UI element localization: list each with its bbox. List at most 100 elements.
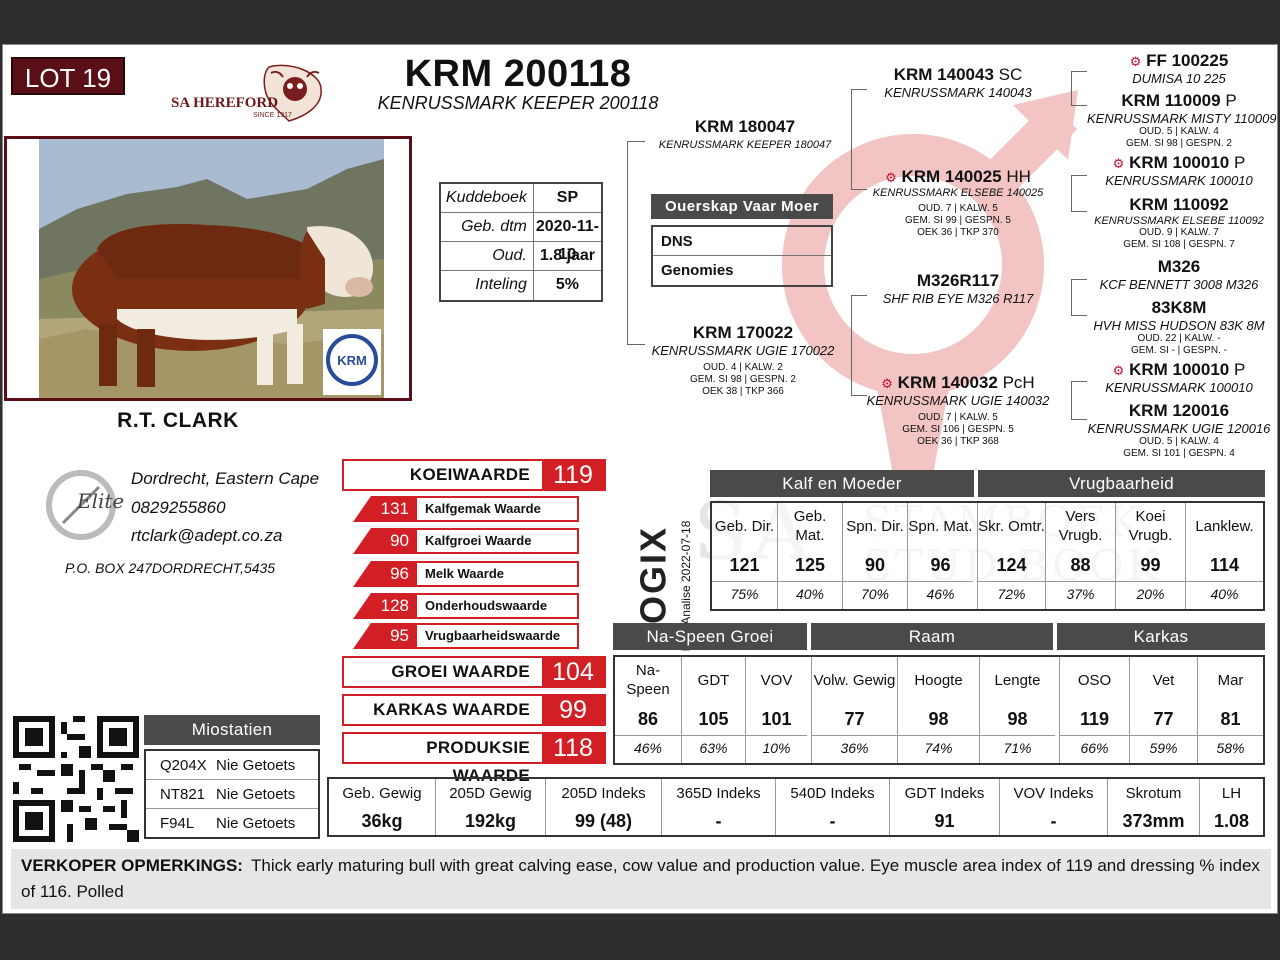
ssd-id: KRM 110009 — [1121, 91, 1221, 110]
sd-suffix: HH — [1006, 167, 1031, 186]
marker-icon: ⚙ — [881, 376, 893, 391]
ebv-value: 119 — [1079, 709, 1110, 729]
remarks-label: VERKOPER OPMERKINGS: — [21, 856, 243, 875]
ebv-col: Vers Vrugb. 88 37% — [1045, 503, 1115, 609]
pedigree-dd: ⚙ KRM 140032 PcH KENRUSSMARK UGIE 140032… — [863, 373, 1053, 448]
info-row: Inteling 5% — [441, 271, 601, 300]
ebv-accuracy: 20% — [1116, 581, 1185, 606]
ebv-col: Lanklew. 114 40% — [1185, 503, 1263, 609]
perf-col: Geb. Gewig 36kg — [329, 779, 435, 835]
perf-label: VOV Indeks — [1013, 785, 1094, 802]
ebv-value: 121 — [729, 555, 760, 575]
ebv-accuracy: 10% — [746, 735, 807, 760]
sub-index-row: 90 Kalfgroei Waarde — [353, 528, 579, 554]
groei-waarde-box: GROEI WAARDE 104 — [342, 656, 606, 688]
pedigree-sds: ⚙ KRM 100010 P KENRUSSMARK 100010 — [1087, 153, 1271, 188]
ebv-col: Skr. Omtr. 124 72% — [977, 503, 1045, 609]
ebv-value: 98 — [928, 709, 949, 729]
ddd-stats: GEM. SI 101 | GESPN. 4 — [1123, 448, 1235, 459]
sd-name: KENRUSSMARK ELSEBE 140025 — [872, 187, 1044, 199]
ebv-col: Spn. Mat. 96 46% — [907, 503, 973, 609]
ebv-col: Lengte 98 71% — [979, 657, 1055, 763]
ebv-label: Mar — [1217, 671, 1244, 689]
perf-col: 365D Indeks - — [661, 779, 775, 835]
produksie-waarde-box: PRODUKSIE WAARDE 118 — [342, 732, 606, 785]
ebv-label: Koei Vrugb. — [1128, 508, 1173, 544]
ebv-label: Skr. Omtr. — [978, 517, 1045, 535]
contact-email[interactable]: rtclark@adept.co.za — [131, 526, 283, 545]
sub-index-label: Vrugbaarheidswaarde — [415, 623, 579, 649]
pedigree-line — [851, 295, 867, 296]
ebv-top-grid: Geb. Dir. 121 75% Geb. Mat. 125 40% Spn. Dir… — [710, 501, 1265, 611]
sire-id: KRM 180047 — [694, 117, 796, 136]
dam-stats: OEK 38 | TKP 366 — [702, 386, 784, 397]
pedigree-line — [1071, 381, 1072, 419]
ebv-label: GDT — [697, 671, 730, 689]
sss-id: FF 100225 — [1146, 51, 1229, 70]
lot-card: LOT 19 SA HEREFORD SINCE 1917 KRM 200118… — [2, 44, 1278, 914]
dam-stats: OUD. 4 | KALW. 2 — [703, 362, 783, 373]
ebv-col: Geb. Dir. 121 75% — [712, 503, 777, 609]
perf-label: Skrotum — [1125, 785, 1182, 802]
sub-index-value: 128 — [353, 593, 415, 619]
miostatien-row: F94L Nie Getoets — [146, 809, 318, 838]
ddd-stats: OUD. 5 | KALW. 4 — [1139, 436, 1219, 447]
elite-logo-text: Elite — [77, 489, 125, 513]
sa-hereford-since: SINCE 1917 — [253, 112, 292, 119]
pedigree-line — [851, 189, 867, 190]
sub-index-value: 90 — [353, 528, 415, 554]
perf-value: 1.08 — [1213, 811, 1250, 831]
sa-hereford-logo: SA HEREFORD SINCE 1917 — [171, 59, 331, 125]
dss-name: KCF BENNETT 3008 M326 — [1099, 277, 1259, 292]
ebv-accuracy: 46% — [908, 581, 973, 606]
contact-phone[interactable]: 0829255860 — [131, 497, 226, 517]
ouerskap-row: Genomies — [661, 262, 734, 279]
ebv-accuracy: 40% — [1186, 581, 1263, 606]
animal-info-table: Kuddeboek SP Geb. dtm 2020-11-10 Oud. 1.8 j… — [439, 182, 603, 302]
pedigree-line — [851, 295, 852, 395]
dss-id: M326 — [1157, 257, 1201, 276]
marker-icon: ⚙ — [885, 170, 897, 185]
ebv-label: Lanklew. — [1195, 517, 1254, 535]
dd-name: KENRUSSMARK UGIE 140032 — [866, 393, 1050, 408]
dam-stats: GEM. SI 98 | GESPN. 2 — [690, 374, 796, 385]
ebv-value: 98 — [1007, 709, 1028, 729]
pedigree-ss: KRM 140043 SC KENRUSSMARK 140043 — [863, 65, 1053, 100]
pedigree-line — [1071, 381, 1087, 382]
ddd-name: KENRUSSMARK UGIE 120016 — [1087, 421, 1271, 436]
ddd-id: KRM 120016 — [1128, 401, 1230, 420]
info-label: Kuddeboek — [445, 189, 527, 206]
groei-waarde-label: GROEI WAARDE — [391, 662, 530, 681]
pedigree-dss: M326 KCF BENNETT 3008 M326 — [1087, 257, 1271, 292]
sds-name: KENRUSSMARK 100010 — [1105, 173, 1253, 188]
dam-name: KENRUSSMARK UGIE 170022 — [651, 343, 835, 358]
pedigree-dds: ⚙ KRM 100010 P KENRUSSMARK 100010 — [1087, 360, 1271, 395]
ouerskap-row: DNS — [653, 227, 831, 256]
remarks-text: Thick early maturing bull with great cal… — [21, 856, 1260, 901]
sire-name: KENRUSSMARK KEEPER 180047 — [658, 139, 832, 151]
perf-col: Skrotum 373mm — [1107, 779, 1199, 835]
ebv-label: Spn. Mat. — [908, 517, 973, 535]
ss-suffix: SC — [998, 65, 1023, 84]
ebv-label: Geb. Dir. — [714, 517, 775, 535]
elite-logo: Elite — [41, 465, 125, 545]
dd-suffix: PcH — [1002, 373, 1035, 392]
karkas-waarde-box: KARKAS WAARDE 99 — [342, 694, 606, 726]
ebv-label: Na-Speen — [626, 662, 670, 698]
perf-value: - — [1050, 811, 1057, 831]
ebv-accuracy: 63% — [682, 735, 745, 760]
sa-hereford-text: SA HEREFORD — [171, 95, 279, 111]
dds-id: KRM 100010 — [1129, 360, 1230, 379]
sub-index-label: Onderhoudswaarde — [415, 593, 579, 619]
qr-code[interactable] — [13, 716, 139, 842]
miostatien-marker: F94L — [160, 815, 195, 832]
pedigree-line — [627, 344, 645, 345]
sds-id: KRM 100010 — [1129, 153, 1230, 172]
group-header-karkas: Karkas — [1057, 623, 1265, 650]
ouerskap-table: DNS Genomies — [651, 225, 833, 287]
miostatien-marker: NT821 — [160, 786, 206, 803]
ebv-accuracy: 72% — [978, 581, 1045, 606]
perf-value: 373mm — [1122, 811, 1185, 831]
sd-id: KRM 140025 — [901, 167, 1002, 186]
group-header-vrugbaarheid: Vrugbaarheid — [978, 470, 1265, 497]
